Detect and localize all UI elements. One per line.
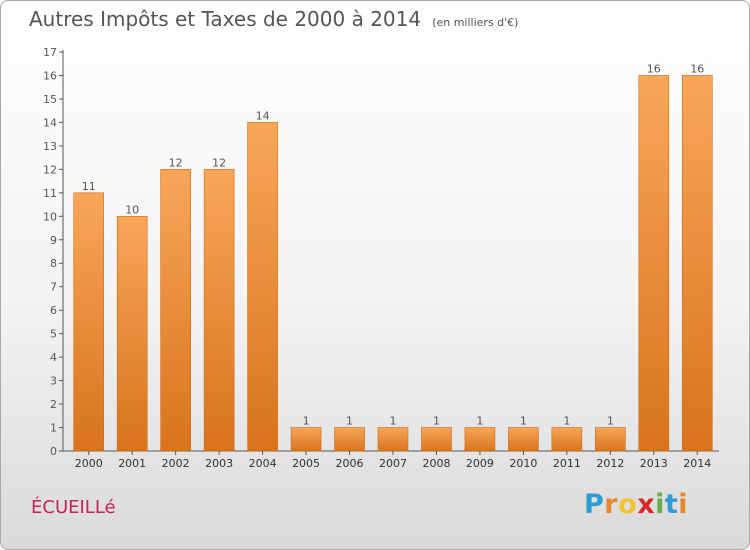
commune-name: ÉCUEILLé	[31, 497, 116, 518]
y-tick-label: 13	[43, 140, 57, 153]
title-block: Autres Impôts et Taxes de 2000 à 2014 (e…	[29, 7, 518, 31]
bar	[334, 427, 365, 452]
bar	[116, 215, 148, 452]
data-label: 14	[256, 109, 270, 122]
y-tick-label: 7	[50, 281, 57, 294]
bar	[421, 427, 452, 452]
x-tick-label: 2011	[553, 457, 581, 470]
x-tick-label: 2013	[640, 457, 668, 470]
proxiti-logo: Proxiti	[584, 489, 688, 520]
data-label: 11	[82, 180, 96, 193]
x-tick-label: 2003	[205, 457, 233, 470]
bar	[638, 75, 670, 452]
y-tick-label: 4	[50, 351, 57, 364]
data-label: 16	[690, 62, 704, 75]
data-label: 1	[433, 415, 440, 428]
y-tick-label: 6	[50, 304, 57, 317]
x-tick-label: 2005	[292, 457, 320, 470]
y-tick-label: 1	[50, 422, 57, 435]
bar	[160, 169, 191, 452]
y-tick-label: 0	[50, 445, 57, 458]
y-tick-label: 5	[50, 328, 57, 341]
data-label: 1	[346, 415, 353, 428]
bar	[508, 427, 539, 452]
logo-letter: i	[678, 489, 689, 520]
logo-letter: r	[604, 489, 619, 520]
logo-letter: P	[584, 489, 605, 520]
data-label: 1	[476, 415, 483, 428]
x-tick-label: 2010	[509, 457, 537, 470]
logo-letter: i	[655, 489, 665, 520]
x-tick-label: 2004	[249, 457, 277, 470]
y-tick-label: 12	[43, 163, 57, 176]
logo-letter: t	[664, 489, 679, 520]
bar	[377, 427, 409, 452]
y-tick-label: 9	[50, 234, 57, 247]
logo-letter: x	[637, 489, 656, 520]
y-tick-label: 11	[43, 187, 57, 200]
data-label: 12	[212, 156, 226, 169]
bar	[551, 427, 583, 452]
data-label: 1	[607, 415, 614, 428]
bar	[595, 427, 626, 452]
x-tick-label: 2002	[162, 457, 190, 470]
data-label: 12	[169, 156, 183, 169]
y-tick-label: 16	[43, 69, 57, 82]
y-tick-label: 2	[50, 398, 57, 411]
x-tick-label: 2007	[379, 457, 407, 470]
data-label: 16	[647, 62, 661, 75]
chart-subtitle: (en milliers d'€)	[432, 16, 519, 29]
x-tick-label: 2012	[596, 457, 624, 470]
data-label: 1	[303, 415, 310, 428]
y-tick-label: 3	[50, 375, 57, 388]
chart-title: Autres Impôts et Taxes de 2000 à 2014	[29, 7, 422, 31]
y-tick-label: 17	[43, 46, 57, 59]
data-label: 1	[563, 415, 570, 428]
data-label: 1	[390, 415, 397, 428]
logo-letter: o	[618, 489, 638, 520]
y-tick-label: 10	[43, 210, 57, 223]
data-label: 10	[125, 203, 139, 216]
bar	[290, 427, 322, 452]
data-label: 1	[520, 415, 527, 428]
bar	[464, 427, 496, 452]
x-tick-label: 2014	[683, 457, 711, 470]
bar	[681, 75, 713, 452]
bar	[203, 169, 235, 452]
y-tick-label: 15	[43, 93, 57, 106]
y-tick-label: 8	[50, 257, 57, 270]
bar	[247, 122, 278, 452]
x-tick-label: 2006	[336, 457, 364, 470]
x-tick-label: 2000	[75, 457, 103, 470]
x-tick-label: 2001	[118, 457, 146, 470]
bar	[73, 192, 105, 452]
x-tick-label: 2008	[422, 457, 450, 470]
x-tick-label: 2009	[466, 457, 494, 470]
y-tick-label: 14	[43, 116, 57, 129]
